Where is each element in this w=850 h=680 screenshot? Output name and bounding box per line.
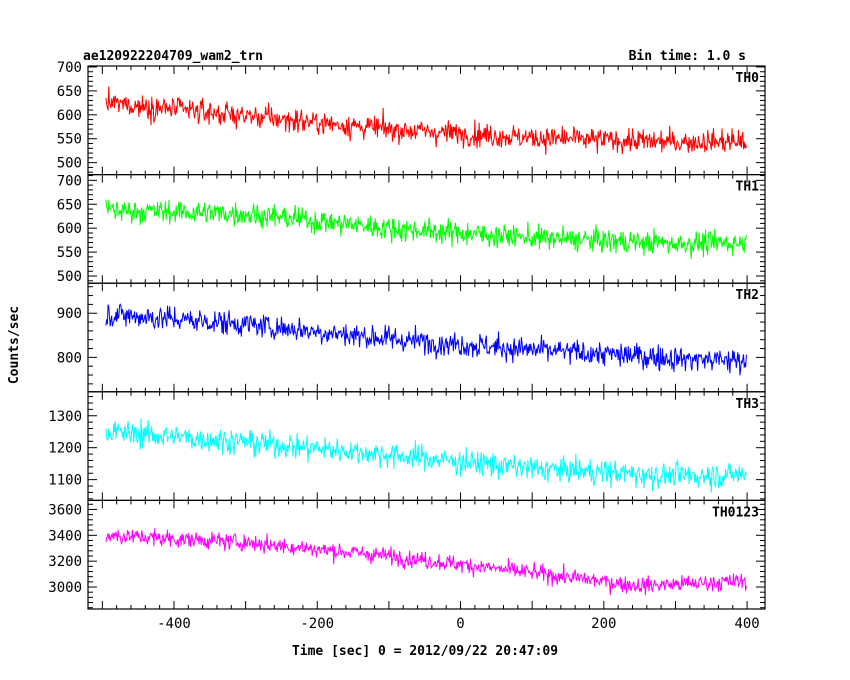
- y-tick-label: 900: [57, 306, 82, 322]
- y-tick-label: 500: [57, 269, 82, 285]
- y-tick-label: 650: [57, 84, 82, 100]
- panel-label-th3: TH3: [736, 397, 759, 412]
- y-tick-label: 650: [57, 197, 82, 213]
- y-tick-label: 500: [57, 156, 82, 172]
- y-tick-label: 3200: [48, 554, 82, 570]
- panel-label-th0123: TH0123: [712, 505, 759, 520]
- series-line-th3: [105, 418, 747, 493]
- y-tick-label: 1300: [48, 409, 82, 425]
- y-tick-label: 600: [57, 221, 82, 237]
- panel-label-th2: TH2: [736, 288, 759, 303]
- x-tick-label: 0: [456, 616, 464, 632]
- panel-th0: 500 550 600 650 700 TH0: [57, 60, 766, 176]
- panel-th0123: 3000 3200 3400 3600 TH0123: [48, 499, 766, 610]
- y-tick-label: 600: [57, 108, 82, 124]
- y-tick-label: 1100: [48, 473, 82, 489]
- panel-frame: [87, 391, 766, 501]
- panel-th2: 800 900 TH2: [57, 282, 766, 393]
- series-line-th1: [105, 199, 747, 260]
- y-tick-label: 3600: [48, 502, 82, 518]
- panel-frame: [87, 65, 766, 176]
- series-line-th0: [105, 86, 747, 155]
- panels-group: 500 550 600 650 700 TH0 500 550 600 650 700 TH1 800 9…: [48, 60, 766, 610]
- x-axis: -400 -200 0 200 400: [157, 616, 760, 632]
- panel-label-th0: TH0: [736, 71, 760, 86]
- y-axis-label: Counts/sec: [7, 306, 22, 384]
- y-tick-label: 3400: [48, 528, 82, 544]
- panel-th3: 1100 1200 1300 TH3: [48, 391, 766, 501]
- panel-frame: [87, 499, 766, 610]
- x-tick-label: 400: [734, 616, 759, 632]
- panel-th1: 500 550 600 650 700 TH1: [57, 173, 766, 285]
- y-tick-label: 550: [57, 132, 82, 148]
- panel-frame: [87, 174, 766, 284]
- x-tick-label: -400: [157, 616, 191, 632]
- series-line-th0123: [105, 528, 747, 596]
- series-line-th2: [105, 303, 747, 376]
- y-tick-label: 800: [57, 350, 82, 366]
- x-tick-label: 200: [591, 616, 616, 632]
- y-tick-label: 550: [57, 245, 82, 261]
- y-tick-label: 700: [57, 173, 82, 189]
- bin-time-label: Bin time: 1.0 s: [629, 49, 746, 64]
- x-axis-label: Time [sec] 0 = 2012/09/22 20:47:09: [292, 644, 558, 659]
- chart-title: ae120922204709_wam2_trn: [83, 49, 263, 64]
- y-tick-label: 3000: [48, 580, 82, 596]
- x-tick-label: -200: [300, 616, 334, 632]
- panel-label-th1: TH1: [736, 180, 760, 195]
- y-tick-label: 700: [57, 60, 82, 76]
- y-tick-label: 1200: [48, 441, 82, 457]
